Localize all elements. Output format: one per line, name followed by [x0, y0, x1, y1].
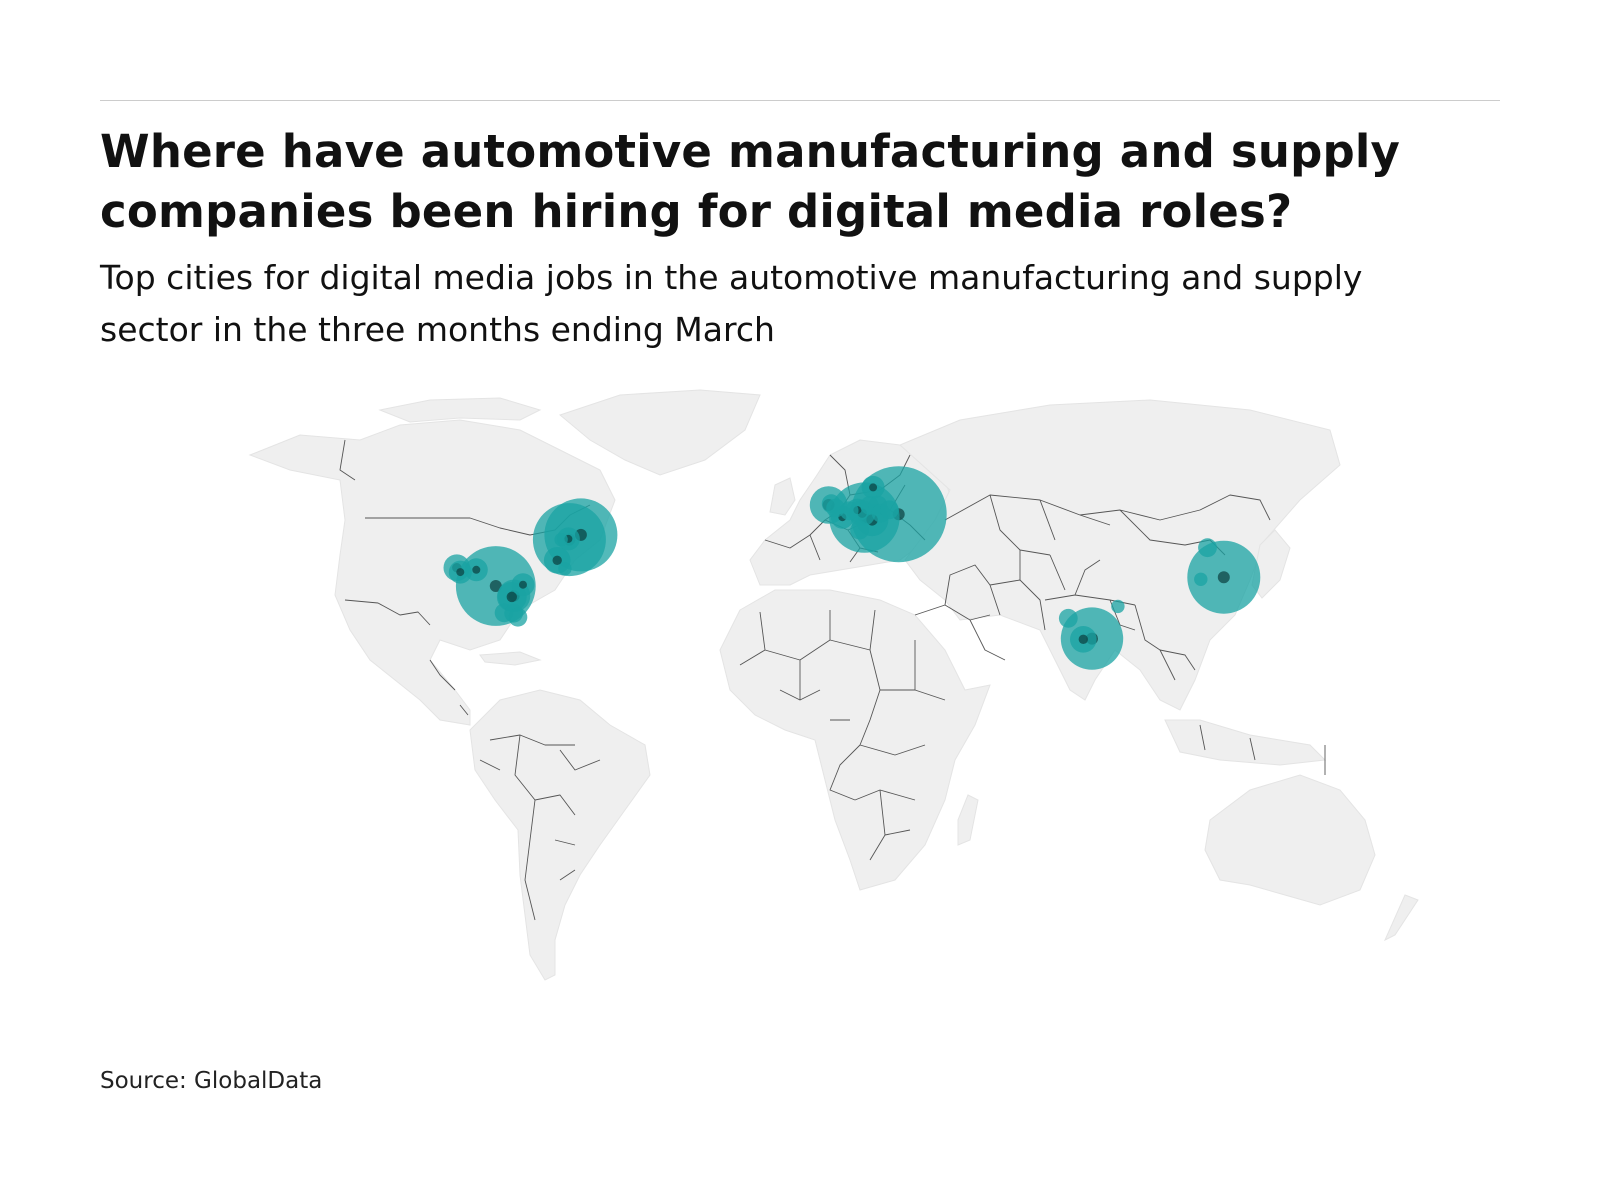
city-bubble: [558, 562, 572, 576]
city-bubble-core: [472, 565, 481, 574]
city-bubble-core: [869, 483, 878, 492]
land-north-america: [248, 419, 616, 726]
chart-subtitle: Top cities for digital media jobs in the…: [100, 252, 1520, 356]
city-bubble-core: [1217, 571, 1230, 584]
subtitle-line-2: sector in the three months ending March: [100, 310, 775, 349]
border-south-asia: [1044, 559, 1196, 681]
city-bubble: [1111, 599, 1125, 614]
city-bubble: [1194, 572, 1208, 586]
land-new-zealand: [1383, 894, 1419, 942]
city-bubble-core: [489, 580, 502, 592]
source-note: Source: GlobalData: [100, 1068, 323, 1094]
city-bubble: [850, 520, 869, 540]
city-bubble-core: [1078, 634, 1089, 644]
land-caribbean: [479, 651, 542, 666]
border-alaska: [339, 439, 356, 481]
city-bubbles: [443, 466, 1261, 670]
land-australia: [1204, 774, 1376, 906]
land-se-asia-islands: [1164, 719, 1327, 766]
city-bubble: [839, 501, 859, 521]
land-arctic-islands: [378, 397, 542, 423]
city-bubble-core: [456, 568, 465, 577]
city-bubble: [554, 532, 568, 547]
city-bubble-core: [506, 591, 517, 603]
land-uk: [769, 477, 796, 516]
border-se-asia: [1199, 724, 1326, 775]
land-greenland: [558, 389, 761, 476]
city-bubble: [1058, 608, 1078, 628]
border-south-america: [479, 734, 601, 921]
title-line-2: companies been hiring for digital media …: [100, 185, 1293, 238]
border-africa: [739, 609, 946, 861]
city-bubble: [508, 607, 528, 627]
land-south-america: [469, 689, 651, 981]
city-bubble-core: [519, 580, 527, 589]
city-bubble: [1198, 538, 1217, 558]
land-africa: [719, 589, 991, 891]
title-line-1: Where have automotive manufacturing and …: [100, 125, 1401, 178]
subtitle-line-1: Top cities for digital media jobs in the…: [100, 258, 1363, 297]
land-asia: [899, 399, 1341, 711]
land-madagascar: [957, 794, 979, 846]
border-central-asia: [944, 494, 1111, 591]
world-map: [248, 389, 1419, 981]
city-bubble-core: [552, 555, 562, 565]
border-middle-east: [914, 564, 1046, 661]
top-rule: [100, 100, 1500, 101]
border-central-america: [429, 659, 469, 716]
land-layer: [248, 389, 1419, 981]
city-bubble: [880, 500, 899, 520]
chart-title: Where have automotive manufacturing and …: [100, 122, 1500, 242]
border-us-mexico: [344, 599, 431, 626]
